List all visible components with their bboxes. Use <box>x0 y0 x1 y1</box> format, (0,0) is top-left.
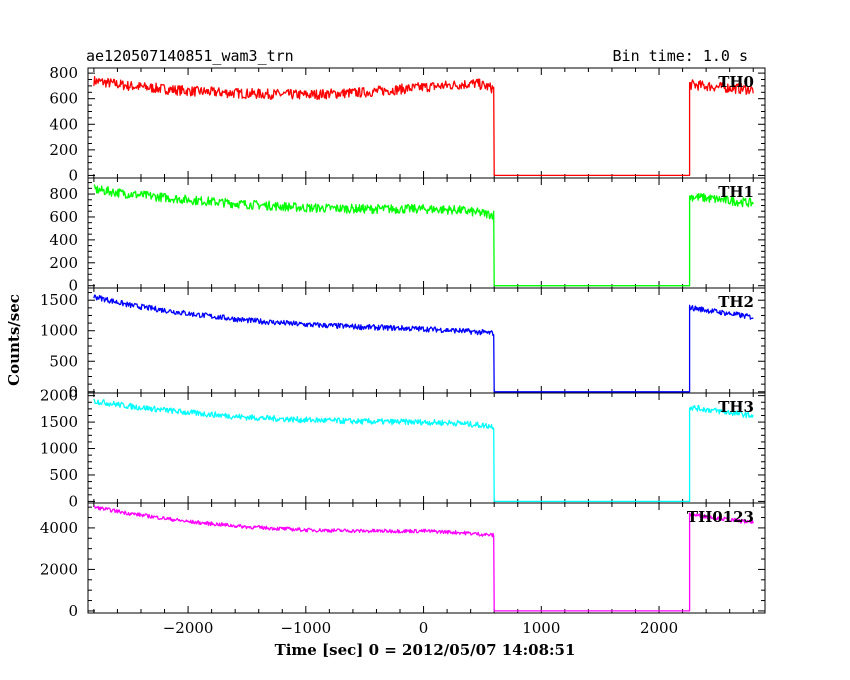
figure-title: ae120507140851_wam3_trn <box>86 47 294 65</box>
y-tick-label: 4000 <box>40 519 78 537</box>
y-axis-label: Counts/sec <box>5 294 23 386</box>
y-tick-label: 400 <box>49 115 78 133</box>
y-tick-label: 600 <box>49 90 78 108</box>
panel-frame-th0123 <box>87 502 766 614</box>
y-tick-label: 0 <box>68 166 78 184</box>
x-tick-label: 0 <box>419 619 429 637</box>
panel-th1: 0 200 400 600 800 TH1 <box>49 177 766 295</box>
series-th1 <box>93 184 754 287</box>
x-tick-label: −1000 <box>280 619 331 637</box>
panel-frame-th3 <box>87 392 766 504</box>
y-tick-label: 800 <box>49 185 78 203</box>
panel-th2: 0 500 1000 1500 TH2 <box>40 287 766 401</box>
y-tick-label: 1500 <box>40 291 78 309</box>
x-axis-tick-labels: −2000 −1000 0 1000 2000 <box>163 619 678 637</box>
x-axis-label: Time [sec] 0 = 2012/05/07 14:08:51 <box>275 641 576 659</box>
panel-th3: 0 500 1000 1500 2000 TH3 <box>40 387 766 510</box>
panel-stack: 0 200 400 600 800 TH0 0 200 400 600 800 TH1 0 500 1000… <box>40 64 766 620</box>
x-tick-label: 2000 <box>640 619 678 637</box>
panel-label-th0123: TH0123 <box>687 508 754 526</box>
y-tick-label: 200 <box>49 141 78 159</box>
series-th0 <box>93 75 754 177</box>
y-tick-label: 200 <box>49 254 78 272</box>
x-tick-label: 1000 <box>522 619 560 637</box>
y-tick-label: 1500 <box>40 413 78 431</box>
y-tick-label: 0 <box>68 602 78 620</box>
bin-time-label: Bin time: 1.0 s <box>613 47 748 65</box>
series-th3 <box>93 398 754 503</box>
y-tick-label: 0 <box>68 383 78 401</box>
panel-th0123: 0 2000 4000 TH0123 <box>40 502 766 620</box>
y-tick-label: 0 <box>68 277 78 295</box>
panel-frame-th2 <box>87 287 766 394</box>
y-tick-label: 0 <box>68 492 78 510</box>
y-tick-label: 500 <box>49 352 78 370</box>
panel-label-th2: TH2 <box>718 293 754 311</box>
x-tick-label: −2000 <box>163 619 214 637</box>
panel-frame-th1 <box>87 177 766 289</box>
y-tick-label: 2000 <box>40 387 78 405</box>
y-tick-label: 800 <box>49 64 78 82</box>
panel-label-th1: TH1 <box>718 183 754 201</box>
y-tick-label: 600 <box>49 208 78 226</box>
panel-label-th3: TH3 <box>718 398 754 416</box>
y-tick-label: 1000 <box>40 322 78 340</box>
series-th2 <box>93 294 754 393</box>
panel-label-th0: TH0 <box>718 73 754 91</box>
panel-th0: 0 200 400 600 800 TH0 <box>49 64 766 184</box>
series-th0123 <box>93 505 754 612</box>
y-tick-label: 1000 <box>40 440 78 458</box>
y-tick-label: 2000 <box>40 560 78 578</box>
y-tick-label: 400 <box>49 231 78 249</box>
y-tick-label: 500 <box>49 466 78 484</box>
